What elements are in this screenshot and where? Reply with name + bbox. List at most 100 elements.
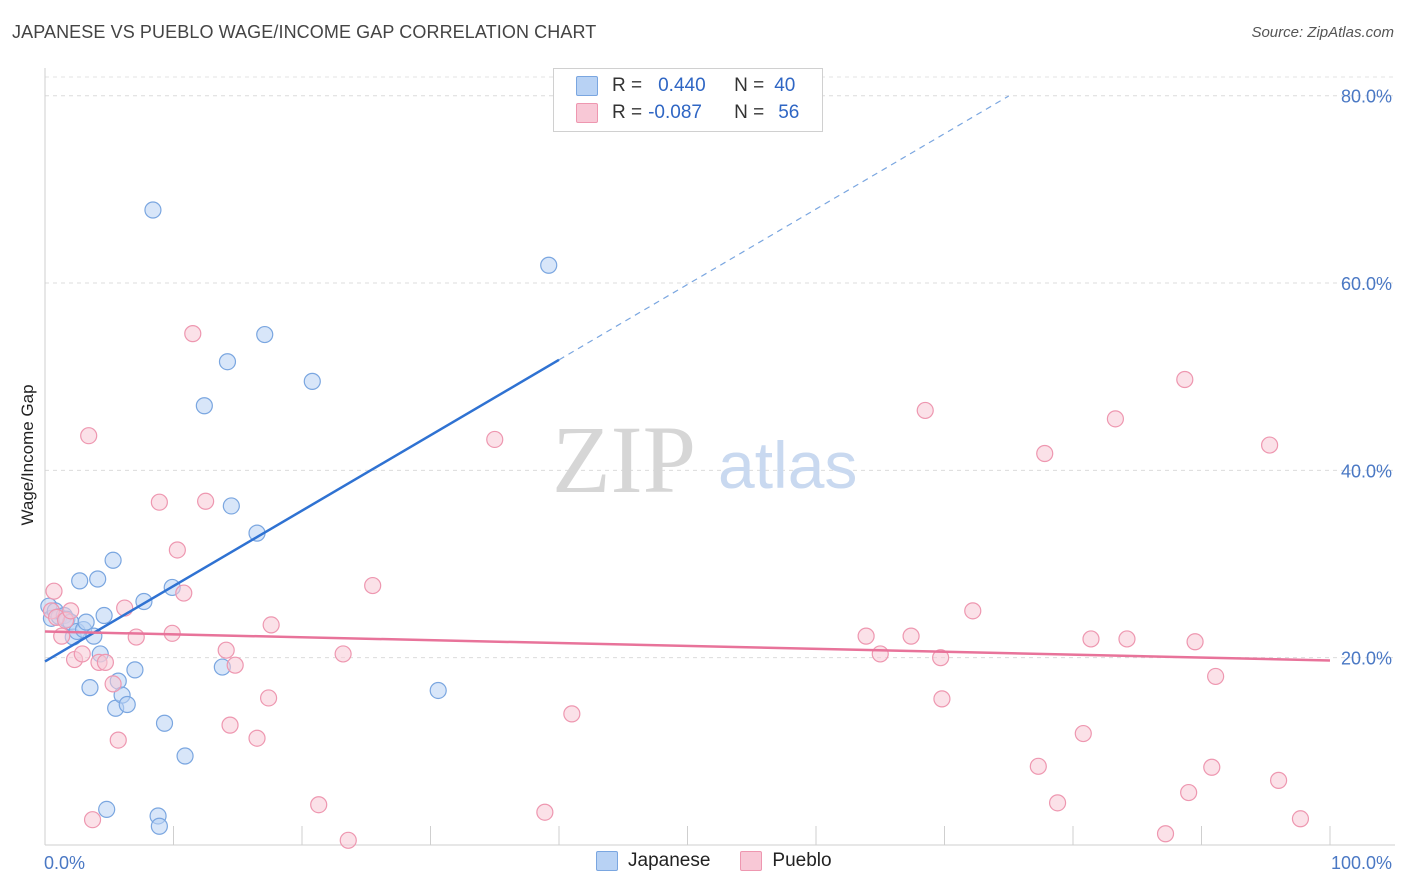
pueblo-point (1048, 794, 1067, 812)
legend-n-label: N = (734, 102, 765, 123)
pueblo-point (964, 602, 982, 620)
pueblo-point (871, 645, 889, 663)
pueblo-point (127, 628, 145, 646)
x-tick-label: 100.0% (1331, 853, 1392, 873)
y-tick-label: 40.0% (1341, 461, 1392, 481)
pueblo-point (933, 690, 951, 708)
japanese-point (218, 353, 237, 371)
pueblo-point (364, 576, 382, 595)
pueblo-point (857, 627, 875, 645)
pueblo-point (104, 675, 122, 693)
pueblo-point (45, 582, 63, 600)
axes (44, 68, 1395, 846)
pueblo-point (1036, 444, 1054, 463)
pueblo-point (259, 689, 278, 707)
japanese-point (104, 551, 122, 569)
pueblo-point (339, 831, 357, 849)
japanese-point (256, 325, 274, 344)
japanese-point (222, 497, 240, 515)
pueblo-point (563, 705, 581, 723)
series-swatch-pueblo (740, 851, 763, 871)
pueblo-point (1203, 758, 1221, 776)
pueblo-point (262, 616, 280, 634)
pueblo-point (1082, 630, 1100, 648)
source-label: Source: ZipAtlas.com (1251, 24, 1394, 41)
gridlines (45, 76, 1395, 659)
japanese-point (98, 800, 116, 819)
pueblo-point (226, 656, 244, 674)
pueblo-point (109, 731, 127, 749)
pueblo-point (80, 427, 98, 445)
pueblo-point (83, 811, 102, 829)
pueblo-trend-line (44, 630, 1331, 662)
trend-lines (44, 95, 1331, 663)
japanese-trend-line (44, 358, 560, 663)
pueblo-point (1207, 667, 1225, 686)
pueblo-point (221, 716, 239, 734)
pueblo-point (916, 401, 934, 420)
japanese-point (71, 572, 89, 590)
watermark-atlas: atlas (718, 428, 857, 502)
pueblo-point (1261, 436, 1279, 454)
japanese-point (155, 714, 174, 732)
japanese-point (89, 570, 107, 588)
pueblo-point (175, 584, 193, 602)
japanese-point (150, 817, 168, 835)
correlation-legend: R = 0.440 N = 40 R = -0.087 N = 56 (553, 68, 823, 132)
y-tick-label: 60.0% (1341, 274, 1392, 294)
series-label-japanese: Japanese (628, 850, 711, 871)
pueblo-point (150, 493, 168, 511)
pueblo-point (334, 645, 352, 663)
pueblo-point (217, 641, 235, 659)
legend-row-japanese: R = 0.440 N = 40 (576, 73, 795, 99)
pueblo-point (536, 803, 554, 821)
y-tick-labels: 20.0% 40.0% 60.0% 80.0% (1341, 87, 1392, 669)
pueblo-point (1291, 810, 1310, 828)
watermark-zip: ZIP (552, 406, 696, 513)
pueblo-point (62, 602, 80, 620)
pueblo-point (1074, 724, 1092, 743)
series-legend-japanese: Japanese (596, 850, 710, 872)
pueblo-point (486, 430, 504, 449)
japanese-trend-extension (558, 95, 1010, 361)
legend-r-value: 0.440 (658, 75, 706, 96)
data-points (40, 201, 1310, 849)
x-tick-label: 0.0% (44, 853, 85, 873)
japanese-point (303, 372, 321, 390)
legend-n-value: 56 (778, 102, 800, 123)
series-label-pueblo: Pueblo (772, 850, 832, 871)
watermark: ZIP atlas (552, 406, 857, 513)
japanese-point (144, 201, 162, 219)
japanese-point (540, 256, 558, 274)
pueblo-point (73, 645, 91, 663)
japanese-point (126, 661, 144, 679)
pueblo-point (310, 796, 328, 814)
japanese-point (195, 397, 213, 415)
legend-row-pueblo: R = -0.087 N = 56 (576, 100, 799, 126)
japanese-point (429, 681, 447, 700)
series-swatch-japanese (596, 851, 618, 871)
pueblo-point (1106, 410, 1125, 428)
x-tick-labels: 0.0% 100.0% (44, 853, 1392, 873)
japanese-point (81, 679, 99, 697)
legend-r-label: R = (612, 102, 643, 123)
y-tick-label: 20.0% (1341, 649, 1392, 669)
pueblo-point (1029, 757, 1047, 775)
japanese-point (176, 747, 194, 765)
legend-swatch-pueblo (576, 103, 598, 123)
pueblo-point (902, 627, 920, 645)
legend-r-label: R = (612, 75, 643, 96)
legend-n-value: 40 (774, 75, 796, 96)
japanese-point (118, 695, 136, 714)
pueblo-point (932, 649, 950, 667)
pueblo-point (1176, 370, 1194, 389)
pueblo-point (184, 325, 202, 343)
japanese-point (77, 613, 95, 631)
pueblo-point (96, 653, 114, 671)
japanese-point (95, 606, 113, 625)
legend-r-value: -0.087 (648, 102, 702, 123)
legend-swatch-japanese (576, 76, 598, 96)
pueblo-point (1186, 633, 1204, 651)
y-tick-label: 80.0% (1341, 87, 1392, 107)
